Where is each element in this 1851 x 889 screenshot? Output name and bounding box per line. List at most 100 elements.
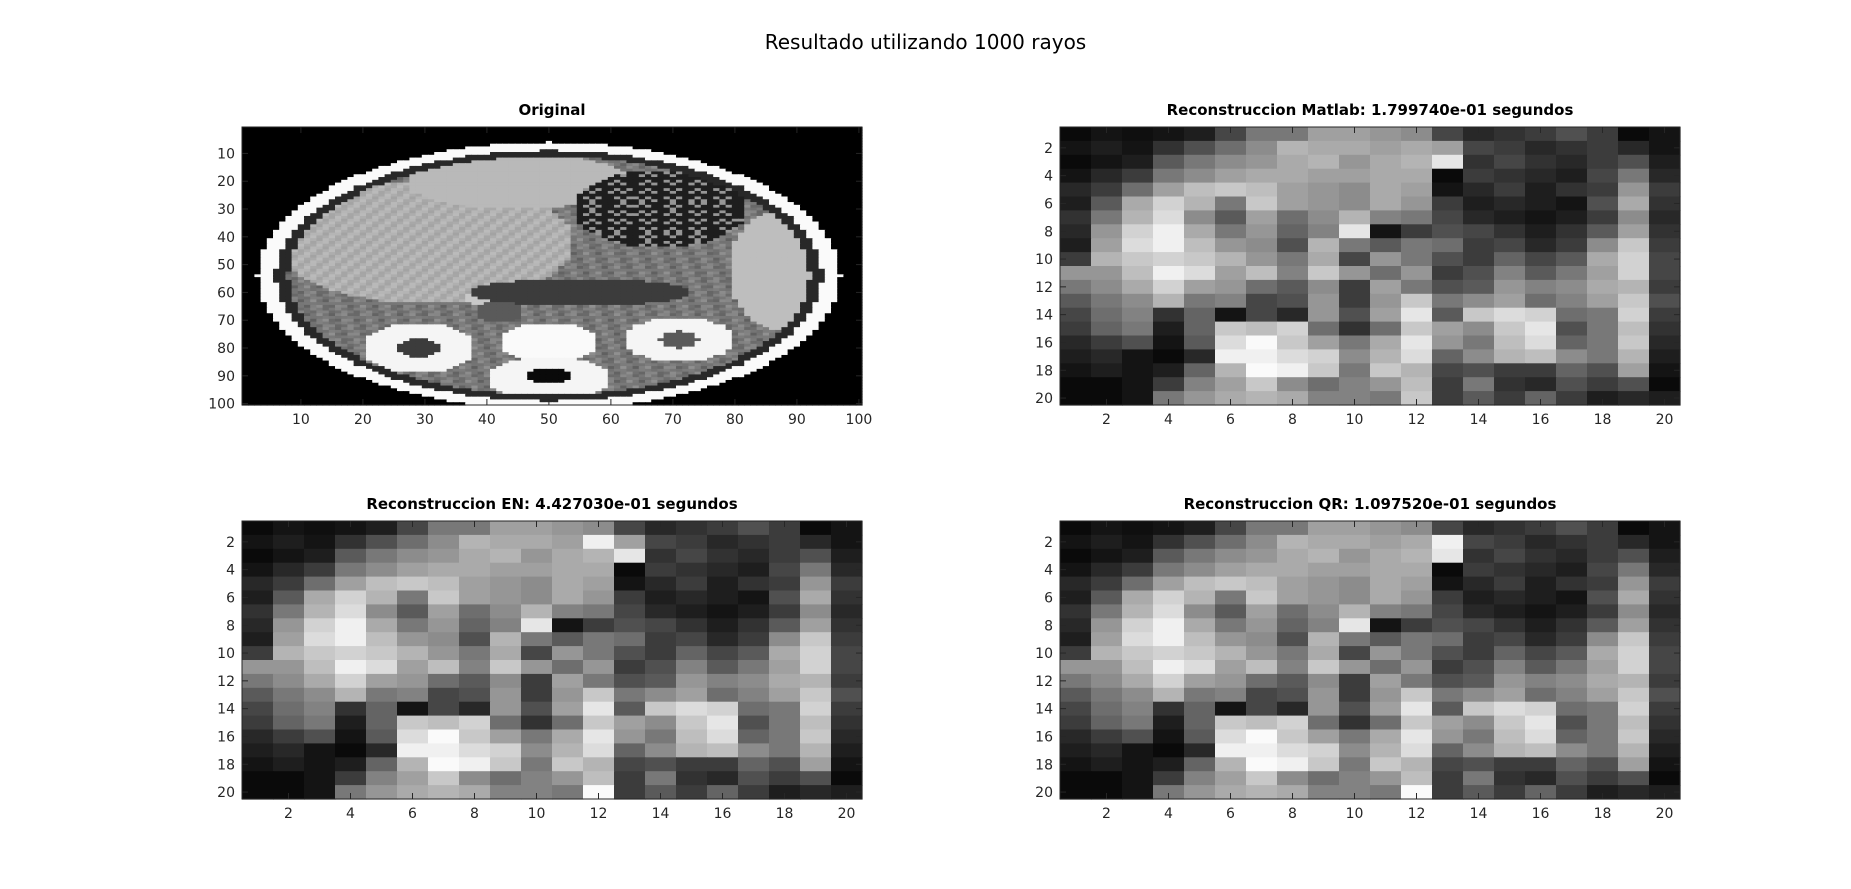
heatmap-cell: [632, 240, 640, 245]
heatmap-cell: [651, 240, 658, 245]
heatmap-cell: [440, 160, 448, 164]
heatmap-cell: [390, 263, 398, 267]
heatmap-cell: [781, 210, 789, 214]
heatmap-cell: [762, 154, 770, 159]
heatmap-cell: [483, 165, 491, 170]
heatmap-cell: [310, 188, 317, 192]
heatmap-cell: [514, 235, 522, 239]
heatmap-cell: [471, 202, 479, 206]
heatmap-cell: [824, 227, 832, 231]
heatmap-cell: [359, 132, 367, 136]
heatmap-cell: [713, 135, 720, 139]
heatmap-cell: [812, 213, 820, 217]
heatmap-cell: [831, 163, 838, 167]
heatmap-cell: [297, 193, 305, 198]
heatmap-cell: [620, 185, 627, 189]
heatmap-cell: [601, 149, 609, 153]
heatmap-cell: [806, 146, 813, 150]
heatmap-cell: [837, 179, 844, 184]
heatmap-cell: [477, 224, 485, 228]
heatmap-cell: [465, 163, 472, 167]
heatmap-cell: [297, 138, 305, 142]
heatmap-cell: [421, 243, 429, 248]
heatmap-cell: [601, 204, 609, 209]
heatmap-cell: [831, 179, 838, 184]
heatmap-cell: [378, 246, 386, 250]
heatmap-cell: [831, 140, 838, 145]
heatmap-cell: [521, 154, 528, 159]
heatmap-cell: [502, 138, 510, 142]
heatmap-cell: [242, 190, 249, 195]
heatmap-cell: [831, 229, 838, 234]
heatmap-cell: [459, 190, 466, 195]
heatmap-cell: [409, 193, 417, 198]
heatmap-cell: [738, 179, 745, 184]
heatmap-cell: [564, 232, 572, 237]
heatmap-cell: [539, 171, 547, 175]
heatmap-cell: [595, 252, 603, 256]
heatmap-cell: [260, 182, 268, 186]
heatmap-cell: [731, 252, 739, 256]
heatmap-cell: [676, 165, 683, 170]
heatmap-cell: [576, 221, 584, 225]
heatmap-cell: [564, 132, 572, 136]
heatmap-cell: [700, 185, 708, 189]
heatmap-cell: [837, 238, 844, 242]
heatmap-cell: [570, 154, 578, 159]
heatmap-cell: [855, 202, 863, 206]
heatmap-cell: [626, 138, 634, 142]
heatmap-cell: [843, 163, 851, 167]
heatmap-cell: [812, 152, 820, 156]
heatmap-cell: [651, 138, 658, 142]
heatmap-cell: [837, 215, 844, 220]
heatmap-cell: [428, 232, 435, 237]
heatmap-cell: [533, 160, 541, 164]
heatmap-cell: [775, 143, 782, 148]
heatmap-cell: [415, 127, 423, 131]
heatmap-cell: [279, 227, 286, 231]
heatmap-cell: [359, 263, 367, 267]
heatmap-cell: [440, 140, 448, 145]
heatmap-cell: [409, 235, 417, 239]
heatmap-cell: [824, 182, 832, 186]
heatmap-cell: [614, 196, 621, 200]
heatmap-cell: [428, 218, 435, 223]
heatmap-cell: [849, 240, 857, 245]
heatmap-cell: [452, 243, 460, 248]
heatmap-cell: [471, 196, 479, 200]
heatmap-cell: [260, 196, 268, 200]
heatmap-cell: [428, 140, 435, 145]
heatmap-cell: [291, 138, 299, 142]
heatmap-cell: [849, 177, 857, 181]
heatmap-cell: [316, 215, 324, 220]
heatmap-cell: [620, 177, 627, 181]
heatmap-cell: [465, 215, 472, 220]
heatmap-cell: [645, 138, 652, 142]
heatmap-cell: [558, 254, 565, 259]
heatmap-cell: [638, 152, 646, 156]
heatmap-cell: [452, 149, 460, 153]
heatmap-cell: [694, 127, 702, 131]
heatmap-cell: [279, 202, 286, 206]
heatmap-cell: [328, 249, 336, 253]
heatmap-cell: [601, 199, 609, 203]
heatmap-cell: [477, 221, 485, 225]
heatmap-cell: [632, 190, 640, 195]
heatmap-cell: [397, 221, 404, 225]
heatmap-cell: [341, 154, 348, 159]
heatmap-cell: [273, 224, 280, 228]
heatmap-cell: [266, 227, 274, 231]
heatmap-cell: [347, 149, 355, 153]
heatmap-cell: [533, 129, 541, 134]
heatmap-cell: [514, 165, 522, 170]
heatmap-cell: [242, 238, 249, 242]
heatmap-cell: [452, 202, 460, 206]
heatmap-cell: [242, 199, 249, 203]
heatmap-cell: [390, 227, 398, 231]
heatmap-cell: [273, 218, 280, 223]
heatmap-cell: [564, 177, 572, 181]
heatmap-cell: [738, 193, 745, 198]
heatmap-cell: [403, 218, 410, 223]
heatmap-cell: [837, 154, 844, 159]
heatmap-cell: [564, 263, 572, 267]
